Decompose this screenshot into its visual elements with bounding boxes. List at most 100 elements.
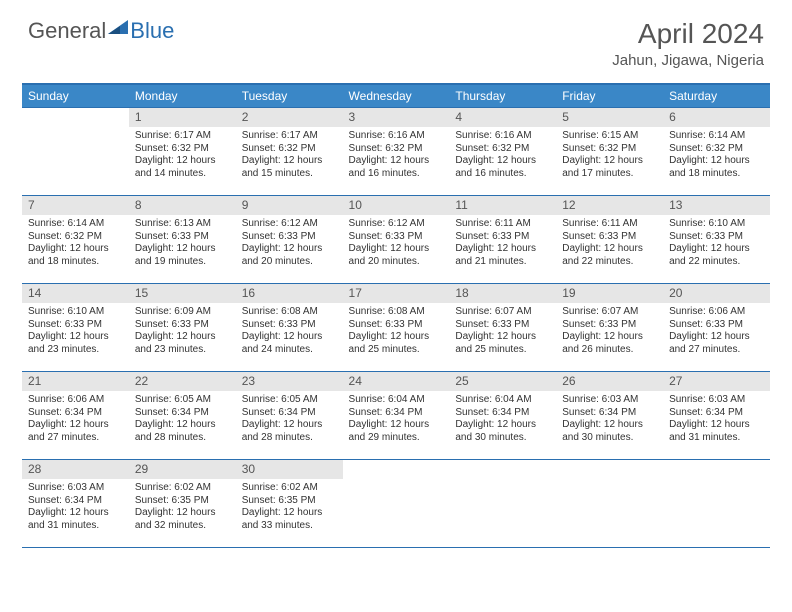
day-line-sr: Sunrise: 6:07 AM (562, 306, 657, 319)
day-line-d1: Daylight: 12 hours (562, 331, 657, 344)
day-content: Sunrise: 6:14 AMSunset: 6:32 PMDaylight:… (663, 127, 770, 184)
day-number: 16 (236, 284, 343, 303)
day-line-ss: Sunset: 6:34 PM (28, 407, 123, 420)
day-content: Sunrise: 6:05 AMSunset: 6:34 PMDaylight:… (129, 391, 236, 448)
day-line-d1: Daylight: 12 hours (669, 331, 764, 344)
logo: General Blue (28, 18, 174, 44)
weekday-header: Friday (556, 84, 663, 108)
day-line-sr: Sunrise: 6:16 AM (455, 130, 550, 143)
calendar-day-cell: 26 Sunrise: 6:03 AMSunset: 6:34 PMDayligh… (556, 372, 663, 460)
calendar-week-row: 14Sunrise: 6:10 AMSunset: 6:33 PMDayligh… (22, 284, 770, 372)
day-number: 26 (556, 372, 663, 391)
day-line-d1: Daylight: 12 hours (135, 507, 230, 520)
day-content: Sunrise: 6:12 AMSunset: 6:33 PMDaylight:… (343, 215, 450, 272)
day-number: 7 (22, 196, 129, 215)
day-line-d2: and 32 minutes. (135, 520, 230, 533)
day-line-ss: Sunset: 6:32 PM (242, 143, 337, 156)
day-line-d2: and 18 minutes. (28, 256, 123, 269)
day-number: 27 (663, 372, 770, 391)
day-line-ss: Sunset: 6:33 PM (349, 319, 444, 332)
day-line-d1: Daylight: 12 hours (28, 243, 123, 256)
day-line-d1: Daylight: 12 hours (242, 331, 337, 344)
day-line-d2: and 23 minutes. (135, 344, 230, 357)
calendar-day-cell: 28Sunrise: 6:03 AMSunset: 6:34 PMDayligh… (22, 460, 129, 548)
day-line-ss: Sunset: 6:33 PM (562, 231, 657, 244)
day-number: 15 (129, 284, 236, 303)
day-content: Sunrise: 6:04 AMSunset: 6:34 PMDaylight:… (449, 391, 556, 448)
day-line-sr: Sunrise: 6:05 AM (135, 394, 230, 407)
day-content: Sunrise: 6:02 AMSunset: 6:35 PMDaylight:… (129, 479, 236, 536)
day-line-d1: Daylight: 12 hours (562, 155, 657, 168)
day-number: 20 (663, 284, 770, 303)
day-number: 25 (449, 372, 556, 391)
day-content: Sunrise: 6:08 AMSunset: 6:33 PMDaylight:… (343, 303, 450, 360)
header: General Blue April 2024 Jahun, Jigawa, N… (0, 0, 792, 77)
day-line-ss: Sunset: 6:34 PM (562, 407, 657, 420)
day-number: 28 (22, 460, 129, 479)
day-line-sr: Sunrise: 6:03 AM (669, 394, 764, 407)
calendar-day-cell: 23Sunrise: 6:05 AMSunset: 6:34 PMDayligh… (236, 372, 343, 460)
calendar-week-row: 21Sunrise: 6:06 AMSunset: 6:34 PMDayligh… (22, 372, 770, 460)
day-line-ss: Sunset: 6:33 PM (242, 319, 337, 332)
day-content: Sunrise: 6:07 AMSunset: 6:33 PMDaylight:… (449, 303, 556, 360)
day-number: 6 (663, 108, 770, 127)
day-number: 22 (129, 372, 236, 391)
calendar-day-cell: 6Sunrise: 6:14 AMSunset: 6:32 PMDaylight… (663, 108, 770, 196)
day-number: 24 (343, 372, 450, 391)
day-line-d2: and 17 minutes. (562, 168, 657, 181)
day-line-sr: Sunrise: 6:12 AM (349, 218, 444, 231)
day-number: 1 (129, 108, 236, 127)
day-line-d1: Daylight: 12 hours (455, 419, 550, 432)
day-line-d2: and 25 minutes. (349, 344, 444, 357)
calendar-day-cell (22, 108, 129, 196)
logo-triangle-icon (108, 14, 128, 40)
weekday-header: Thursday (449, 84, 556, 108)
calendar-body: 1Sunrise: 6:17 AMSunset: 6:32 PMDaylight… (22, 108, 770, 548)
day-content: Sunrise: 6:11 AMSunset: 6:33 PMDaylight:… (556, 215, 663, 272)
day-line-ss: Sunset: 6:33 PM (669, 319, 764, 332)
page-title: April 2024 (612, 18, 764, 50)
day-line-d2: and 31 minutes. (28, 520, 123, 533)
day-line-d2: and 22 minutes. (562, 256, 657, 269)
day-line-ss: Sunset: 6:34 PM (669, 407, 764, 420)
day-content: Sunrise: 6:10 AMSunset: 6:33 PMDaylight:… (22, 303, 129, 360)
day-line-sr: Sunrise: 6:06 AM (28, 394, 123, 407)
day-line-sr: Sunrise: 6:08 AM (349, 306, 444, 319)
day-line-ss: Sunset: 6:34 PM (455, 407, 550, 420)
day-number: 21 (22, 372, 129, 391)
day-line-ss: Sunset: 6:32 PM (349, 143, 444, 156)
calendar-week-row: 1Sunrise: 6:17 AMSunset: 6:32 PMDaylight… (22, 108, 770, 196)
day-line-d1: Daylight: 12 hours (349, 155, 444, 168)
day-content: Sunrise: 6:10 AMSunset: 6:33 PMDaylight:… (663, 215, 770, 272)
day-line-d1: Daylight: 12 hours (669, 243, 764, 256)
day-line-sr: Sunrise: 6:03 AM (562, 394, 657, 407)
day-line-d2: and 33 minutes. (242, 520, 337, 533)
day-line-sr: Sunrise: 6:15 AM (562, 130, 657, 143)
calendar-day-cell: 14Sunrise: 6:10 AMSunset: 6:33 PMDayligh… (22, 284, 129, 372)
calendar-week-row: 28 Sunrise: 6:03 AMSunset: 6:34 PM Dayligh… (22, 460, 770, 548)
weekday-header: Wednesday (343, 84, 450, 108)
day-line-ss: Sunset: 6:33 PM (242, 231, 337, 244)
calendar-day-cell (556, 460, 663, 548)
day-line-d1: Daylight: 12 hours (28, 331, 123, 344)
day-line-sr: Sunrise: 6:14 AM (28, 218, 123, 231)
calendar-day-cell: 5Sunrise: 6:15 AMSunset: 6:32 PMDaylight… (556, 108, 663, 196)
day-line-ss: Sunset: 6:33 PM (455, 231, 550, 244)
day-line-ss: Sunset: 6:34 PM (28, 495, 123, 508)
day-line-sr: Sunrise: 6:03 AM (28, 482, 123, 495)
day-line-d2: and 21 minutes. (455, 256, 550, 269)
day-line-d2: and 16 minutes. (349, 168, 444, 181)
day-line-ss: Sunset: 6:35 PM (135, 495, 230, 508)
day-line-ss: Sunset: 6:35 PM (242, 495, 337, 508)
calendar-day-cell: 15Sunrise: 6:09 AMSunset: 6:33 PMDayligh… (129, 284, 236, 372)
day-line-sr: Sunrise: 6:13 AM (135, 218, 230, 231)
day-line-d1: Daylight: 12 hours (562, 419, 657, 432)
day-content: Sunrise: 6:16 AMSunset: 6:32 PMDaylight:… (449, 127, 556, 184)
day-line-d1: Daylight: 12 hours (28, 419, 123, 432)
day-content: Sunrise: 6:06 AMSunset: 6:33 PMDaylight:… (663, 303, 770, 360)
day-content: Sunrise: 6:08 AMSunset: 6:33 PMDaylight:… (236, 303, 343, 360)
day-content: Sunrise: 6:05 AMSunset: 6:34 PMDaylight:… (236, 391, 343, 448)
calendar-day-cell: 12Sunrise: 6:11 AMSunset: 6:33 PMDayligh… (556, 196, 663, 284)
day-line-d2: and 14 minutes. (135, 168, 230, 181)
day-line-d2: and 27 minutes. (669, 344, 764, 357)
